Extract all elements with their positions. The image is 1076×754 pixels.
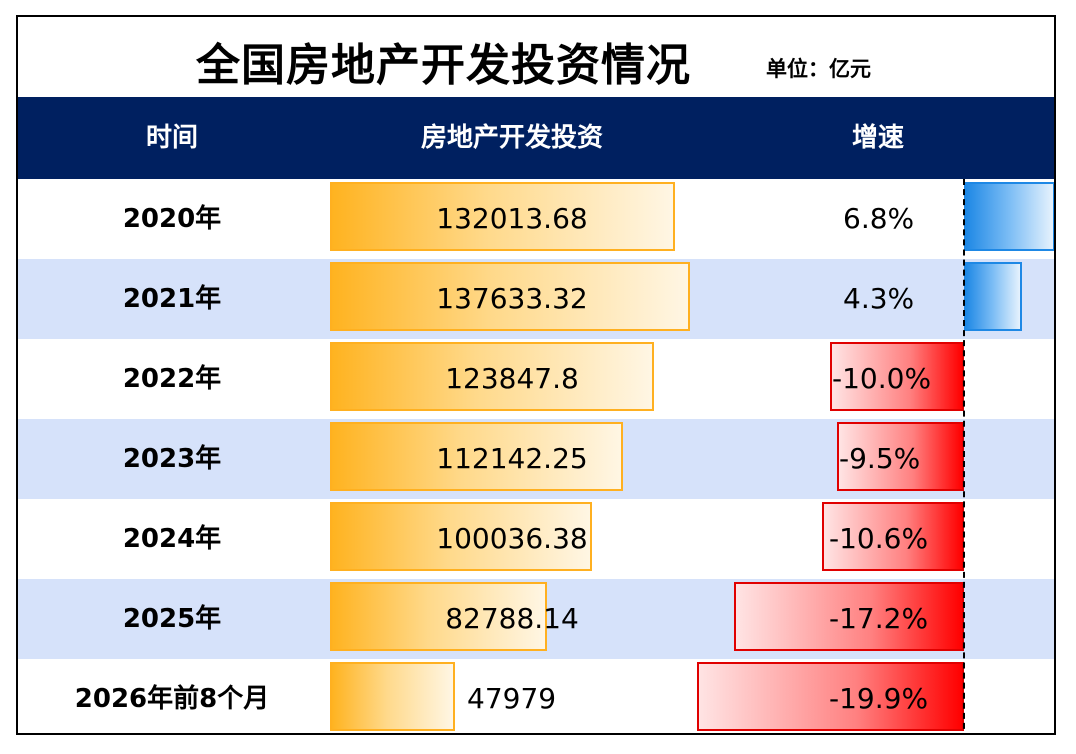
investment-bar bbox=[330, 262, 690, 331]
investment-value-label: 137633.32 bbox=[436, 282, 588, 315]
chart-title: 全国房地产开发投资情况 bbox=[196, 40, 691, 91]
row-time-label: 2021年 bbox=[122, 284, 222, 314]
investment-bar bbox=[330, 182, 675, 251]
investment-bar bbox=[330, 342, 654, 411]
growth-bar bbox=[964, 182, 1054, 251]
investment-value-label: 112142.25 bbox=[436, 442, 588, 475]
investment-value-label: 47979 bbox=[467, 682, 557, 715]
table-row: 2020年 132013.68 6.8% bbox=[18, 179, 1054, 259]
table-row: 2021年 137633.32 4.3% bbox=[18, 259, 1054, 339]
row-time-label: 2022年 bbox=[122, 364, 222, 394]
growth-bar bbox=[697, 662, 964, 731]
row-time-label: 2024年 bbox=[122, 524, 222, 554]
unit-label: 单位：亿元 bbox=[766, 57, 871, 81]
investment-value-label: 100036.38 bbox=[436, 522, 588, 555]
header-investment: 房地产开发投资 bbox=[420, 123, 603, 153]
table-header: 时间 房地产开发投资 增速 bbox=[18, 97, 1054, 179]
investment-bar bbox=[330, 422, 623, 491]
row-time-label: 2026年前8个月 bbox=[74, 684, 270, 714]
investment-bar bbox=[330, 662, 455, 731]
growth-bar bbox=[964, 262, 1022, 331]
header-time: 时间 bbox=[145, 123, 198, 153]
growth-zero-axis bbox=[963, 179, 965, 733]
investment-bar bbox=[330, 502, 592, 571]
header-growth: 增速 bbox=[851, 123, 904, 153]
investment-value-label: 123847.8 bbox=[445, 362, 579, 395]
growth-bar bbox=[822, 502, 964, 571]
growth-bar bbox=[734, 582, 964, 651]
table-frame: 全国房地产开发投资情况 单位：亿元 时间 房地产开发投资 增速 2020年 132… bbox=[16, 15, 1056, 735]
investment-value-label: 132013.68 bbox=[436, 202, 588, 235]
growth-bar bbox=[837, 422, 964, 491]
investment-value-label: 82788.14 bbox=[445, 602, 579, 635]
row-time-label: 2025年 bbox=[122, 604, 222, 634]
row-time-label: 2020年 bbox=[122, 204, 222, 234]
row-time-label: 2023年 bbox=[122, 444, 222, 474]
investment-bar bbox=[330, 582, 547, 651]
